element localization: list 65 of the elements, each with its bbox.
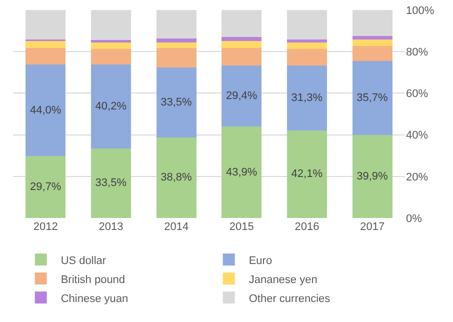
bar [352, 10, 392, 36]
legend-label: Chinese yuan [60, 292, 128, 305]
bar [222, 126, 262, 218]
bar [91, 42, 131, 50]
bar [352, 60, 392, 136]
bar [287, 42, 327, 49]
legend-label: British pound [60, 274, 126, 286]
x-tick-label: 2015 [229, 221, 254, 233]
bar [222, 48, 262, 66]
bar [156, 38, 196, 42]
data-label: 39,9% [356, 170, 388, 183]
bar [26, 48, 66, 65]
y-tick-label: 80% [406, 46, 428, 58]
bar [222, 10, 262, 37]
x-tick-label: 2013 [98, 221, 124, 233]
data-label: 35,7% [356, 92, 388, 104]
data-label: 33,5% [160, 96, 192, 108]
bar [156, 42, 196, 48]
legend-label: Euro [248, 254, 272, 267]
y-tick-label: 100% [406, 4, 434, 17]
bar [222, 66, 262, 127]
data-label: 29,4% [226, 90, 258, 102]
data-label: 33,5% [95, 177, 127, 190]
x-tick-label: 2017 [360, 221, 385, 233]
bar [287, 40, 327, 42]
data-label: 42,1% [291, 168, 323, 180]
bar [287, 10, 327, 40]
legend-label: US dollar [60, 254, 106, 267]
legend-label: Jananese yen [248, 274, 318, 286]
bar [91, 148, 131, 218]
bar [352, 36, 392, 40]
bar [222, 36, 262, 42]
y-tick-label: 20% [406, 171, 428, 184]
bar [352, 135, 392, 218]
data-label: 44,0% [30, 104, 62, 116]
bar [352, 46, 392, 61]
y-tick-label: 40% [406, 130, 428, 142]
data-label: 40,2% [95, 100, 127, 113]
data-label: 43,9% [226, 166, 258, 178]
bar [287, 65, 327, 130]
bar [26, 64, 66, 156]
bar [156, 48, 196, 68]
y-tick-label: 0% [406, 212, 422, 225]
data-label: 29,7% [30, 181, 62, 194]
bar [156, 68, 196, 138]
bar [287, 130, 327, 218]
bar [26, 41, 66, 48]
bar [222, 41, 262, 48]
bar [26, 156, 66, 218]
bar [91, 40, 131, 43]
bar [287, 48, 327, 66]
bar [156, 10, 196, 39]
bar [91, 10, 131, 40]
bar [26, 10, 66, 40]
y-tick-label: 60% [406, 88, 428, 100]
x-tick-label: 2014 [164, 221, 189, 233]
bar [91, 49, 131, 65]
x-tick-label: 2012 [33, 221, 58, 233]
x-tick-label: 2016 [294, 221, 320, 233]
data-label: 38,8% [160, 172, 192, 184]
bar [156, 137, 196, 218]
bar [91, 64, 131, 148]
legend-label: Other currencies [248, 292, 331, 305]
data-label: 31,3% [291, 92, 323, 104]
bar [352, 40, 392, 46]
